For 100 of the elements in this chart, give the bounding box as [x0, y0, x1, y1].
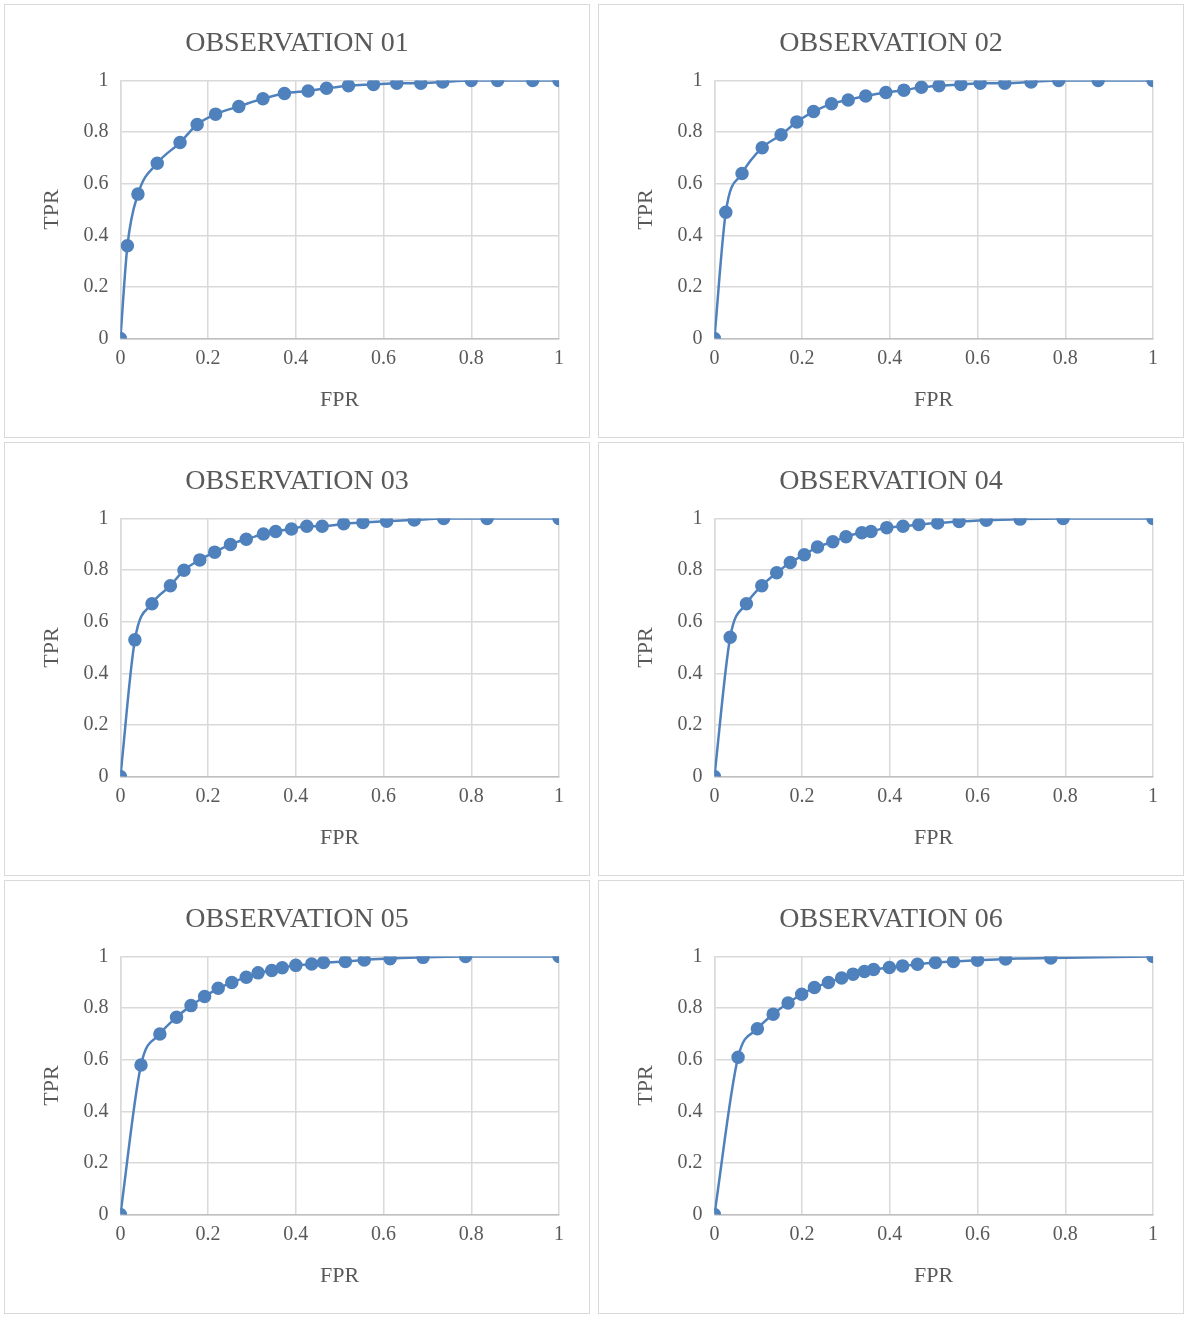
point — [783, 555, 798, 570]
point — [810, 540, 825, 554]
y-tick-label: 0.4 — [677, 1098, 703, 1121]
y-tick-label: 0.4 — [83, 660, 109, 683]
point — [304, 957, 319, 971]
y-axis-title: TPR — [631, 627, 657, 668]
point — [719, 205, 733, 219]
x-tick-label: 0.2 — [195, 783, 221, 806]
x-tick-label: 0.4 — [877, 345, 903, 368]
y-tick-label: 0 — [692, 325, 703, 348]
point — [239, 970, 254, 984]
chart-title: OBSERVATION 02 — [779, 26, 1003, 58]
point — [750, 1022, 765, 1036]
point — [134, 1058, 148, 1072]
point — [300, 519, 314, 534]
x-tick-label: 1 — [554, 1221, 564, 1244]
x-tick-label: 0.6 — [371, 1221, 397, 1244]
point — [846, 967, 860, 981]
point — [866, 962, 881, 977]
x-axis-title: FPR — [914, 823, 954, 849]
point — [145, 596, 159, 611]
point — [341, 80, 356, 93]
y-tick-label: 0.2 — [677, 712, 703, 735]
point — [970, 956, 985, 967]
point — [268, 524, 283, 539]
y-tick-label: 1 — [692, 943, 703, 966]
x-tick-label: 0.6 — [371, 345, 397, 368]
y-tick-label: 0.4 — [83, 222, 109, 245]
point — [879, 85, 893, 100]
x-tick-label: 0.8 — [1052, 783, 1078, 806]
point — [723, 630, 737, 645]
x-tick-label: 1 — [1148, 345, 1158, 368]
x-tick-label: 0 — [709, 1221, 720, 1244]
x-tick-label: 0.8 — [1052, 345, 1078, 368]
point — [128, 633, 142, 647]
point — [731, 1050, 745, 1064]
y-tick-label: 0 — [98, 763, 109, 786]
point — [954, 80, 968, 92]
y-tick-label: 0.2 — [677, 274, 703, 297]
point — [952, 518, 966, 529]
point — [184, 998, 198, 1013]
x-tick-label: 0.8 — [458, 1221, 484, 1244]
point — [338, 956, 353, 969]
y-tick-label: 1 — [98, 67, 109, 90]
x-tick-label: 0.2 — [195, 345, 221, 368]
y-axis-title: TPR — [37, 627, 63, 668]
y-tick-label: 0.2 — [83, 1150, 109, 1173]
point — [336, 518, 351, 531]
y-tick-label: 1 — [98, 943, 109, 966]
y-tick-label: 1 — [692, 505, 703, 528]
point — [232, 99, 246, 114]
x-tick-label: 0.4 — [283, 345, 309, 368]
point — [251, 966, 265, 980]
point — [928, 956, 943, 970]
point — [197, 989, 212, 1004]
x-tick-label: 0.2 — [789, 1221, 815, 1244]
x-tick-label: 0.6 — [965, 345, 991, 368]
chart-title: OBSERVATION 03 — [185, 464, 409, 496]
point — [316, 956, 331, 970]
y-tick-label: 0.8 — [83, 557, 109, 580]
x-tick-label: 1 — [1148, 1221, 1158, 1244]
y-tick-label: 1 — [692, 67, 703, 90]
point — [781, 996, 795, 1010]
y-tick-label: 0.8 — [677, 995, 703, 1018]
point — [864, 524, 878, 539]
y-axis-title: TPR — [631, 1065, 657, 1106]
x-tick-label: 1 — [554, 783, 564, 806]
point — [882, 960, 897, 975]
point — [173, 135, 187, 150]
y-tick-label: 0 — [692, 763, 703, 786]
point — [790, 115, 804, 129]
point — [794, 987, 809, 1002]
point — [208, 107, 223, 121]
point — [319, 81, 334, 96]
point — [739, 596, 754, 611]
y-tick-label: 0.8 — [83, 119, 109, 142]
point — [910, 957, 925, 972]
x-tick-label: 0.8 — [458, 345, 484, 368]
y-axis-title: TPR — [631, 189, 657, 230]
point — [193, 553, 207, 567]
point — [256, 527, 271, 541]
point — [896, 519, 910, 534]
point — [834, 971, 849, 985]
y-tick-label: 0.4 — [677, 222, 703, 245]
point — [914, 80, 929, 95]
x-tick-label: 0.6 — [371, 783, 397, 806]
x-axis-title: FPR — [914, 1261, 954, 1287]
y-tick-label: 0 — [98, 1201, 109, 1224]
y-tick-label: 0.6 — [83, 609, 109, 632]
y-axis-title: TPR — [37, 1065, 63, 1106]
x-tick-label: 1 — [1148, 783, 1158, 806]
point — [826, 535, 840, 549]
y-tick-label: 0.6 — [677, 1047, 703, 1070]
point — [315, 519, 329, 534]
point — [239, 532, 254, 546]
point — [824, 97, 839, 111]
point — [414, 80, 428, 90]
y-tick-label: 1 — [98, 505, 109, 528]
y-tick-label: 0.6 — [677, 171, 703, 194]
point — [839, 529, 853, 544]
